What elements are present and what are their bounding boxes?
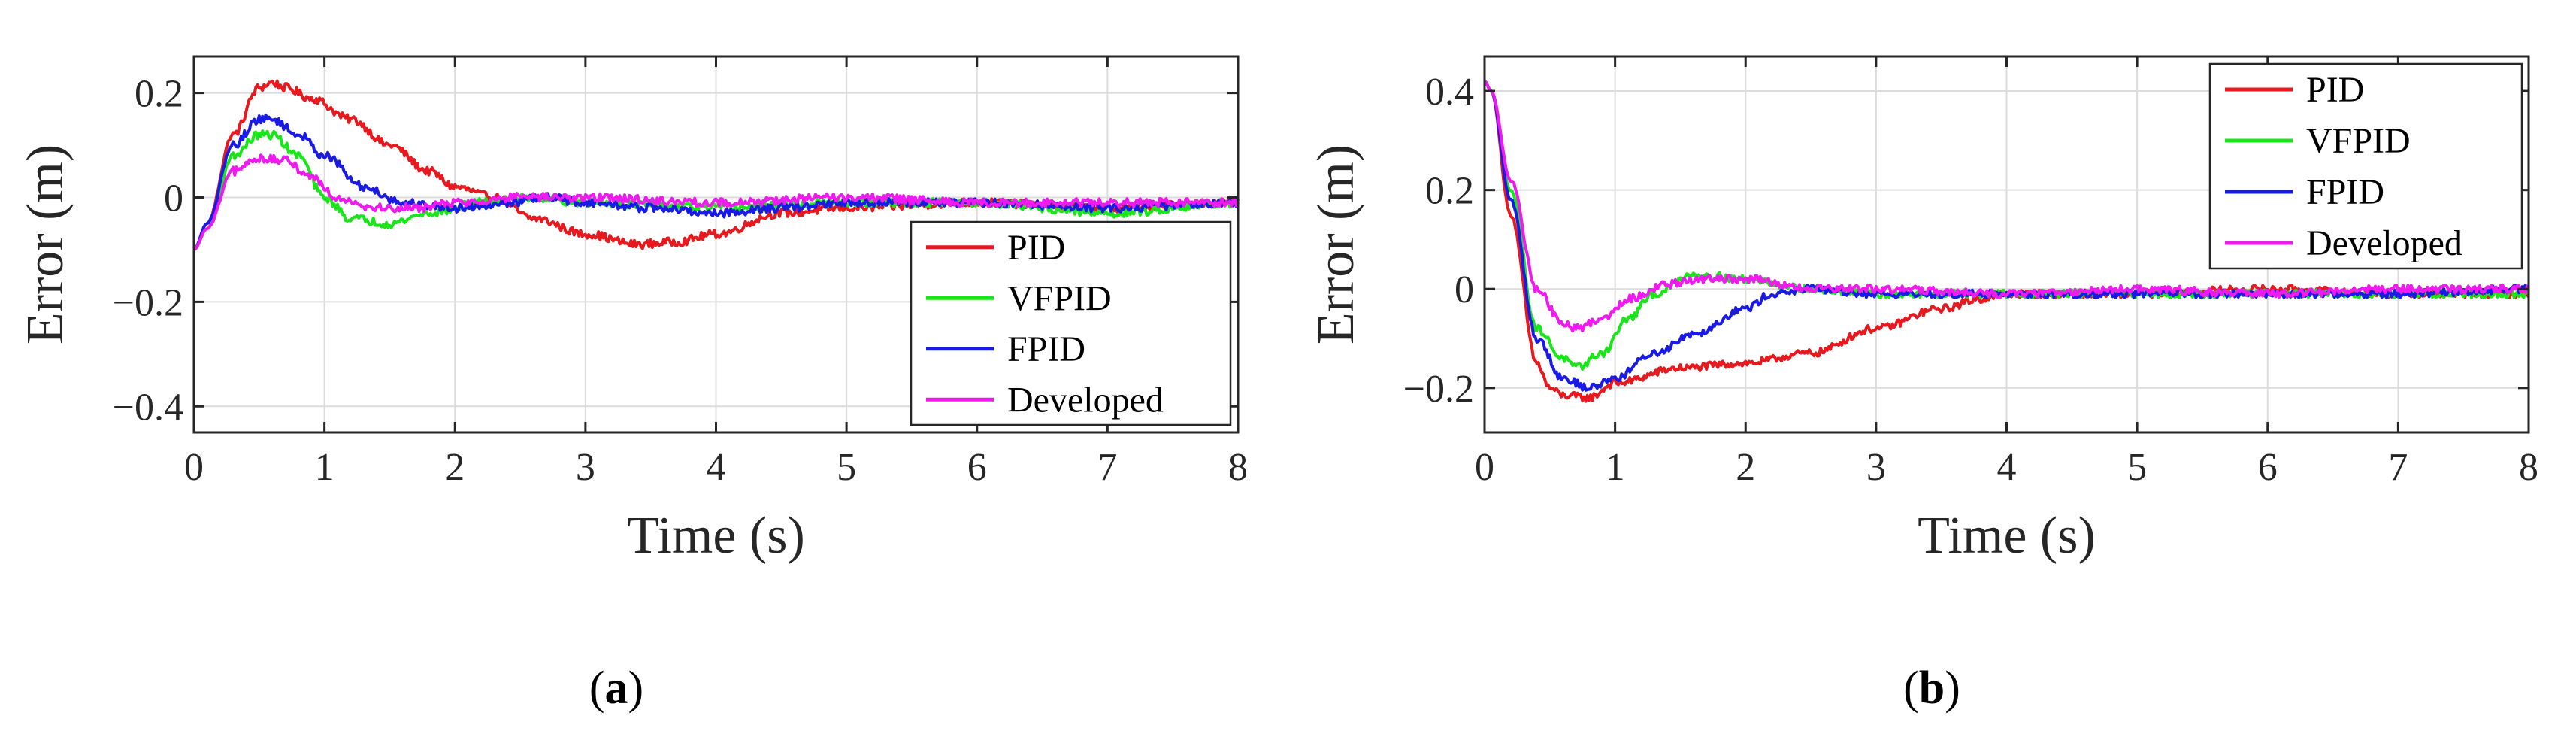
- series-line-vfpid-b: [1483, 80, 2529, 371]
- x-tick-label: 0: [184, 446, 204, 489]
- legend-b: PID VFPID FPID Developed: [2208, 62, 2523, 270]
- chart-panel-b: 0 1 2 3 4 5 6 7 8−0.200.20.4 Time (s) Error (m) …: [1307, 55, 2538, 714]
- series-line-developed-b: [1483, 80, 2529, 333]
- y-axis-label-b: Error (m): [1307, 144, 1365, 344]
- x-tick-label: 4: [1997, 446, 2017, 489]
- x-tick-label: 5: [837, 446, 856, 489]
- axis-ticks-a: 0 1 2 3 4 5 6 7 8 −0.4 −0.2 0 0.2: [113, 56, 1248, 489]
- legend-box-a: [910, 220, 1232, 426]
- x-tick-label: 1: [315, 446, 334, 489]
- y-tick-label: 0: [1454, 268, 1474, 311]
- axis-ticks-b: 0 1 2 3 4 5 6 7 8−0.200.20.4: [1403, 56, 2538, 489]
- caption-a: (a): [589, 663, 643, 714]
- x-tick-label: 3: [1866, 446, 1886, 489]
- legend-label-fpid: FPID: [2306, 172, 2384, 212]
- x-tick-label: 5: [2127, 446, 2147, 489]
- caption-b: (b): [1903, 663, 1960, 714]
- caption-a-close: ): [628, 663, 644, 714]
- x-tick-label: 0: [1475, 446, 1494, 489]
- series-line-vfpid-a: [193, 129, 1240, 251]
- series-lines-a: [192, 79, 1240, 251]
- series-lines-b: [1483, 80, 2530, 403]
- caption-b-letter: b: [1919, 663, 1945, 714]
- x-tick-label: 3: [576, 446, 595, 489]
- x-tick-label: 8: [2519, 446, 2538, 489]
- y-tick-label: 0.2: [1425, 170, 1474, 213]
- legend-label-fpid: FPID: [1007, 329, 1085, 369]
- x-axis-label-b: Time (s): [1918, 507, 2096, 565]
- caption-a-letter: a: [605, 663, 628, 714]
- x-tick-label: 7: [1097, 446, 1117, 489]
- x-tick-label: 2: [1736, 446, 1755, 489]
- chart-panel-a: 0 1 2 3 4 5 6 7 8 −0.4 −0.2 0 0.2 Time (s) Error (m)…: [17, 55, 1248, 714]
- y-tick-label: 0.4: [1425, 71, 1474, 114]
- y-tick-label: 0: [164, 177, 183, 220]
- y-axis-label-a: Error (m): [17, 144, 74, 344]
- legend-label-developed: Developed: [2306, 223, 2462, 263]
- caption-b-close: ): [1945, 663, 1960, 714]
- x-tick-label: 6: [2258, 446, 2278, 489]
- x-tick-label: 6: [967, 446, 987, 489]
- caption-b-open: (: [1903, 663, 1919, 714]
- x-tick-label: 2: [445, 446, 465, 489]
- x-axis-label-a: Time (s): [627, 507, 805, 565]
- y-tick-label: −0.2: [1403, 368, 1474, 411]
- series-line-developed-a: [193, 153, 1240, 251]
- legend-label-pid: PID: [1007, 228, 1065, 268]
- series-line-fpid-b: [1483, 80, 2530, 392]
- legend-label-vfpid: VFPID: [2306, 121, 2411, 161]
- y-tick-label: −0.4: [113, 386, 183, 429]
- legend-label-developed: Developed: [1007, 380, 1164, 420]
- x-tick-label: 7: [2388, 446, 2408, 489]
- caption-a-open: (: [589, 663, 605, 714]
- y-tick-label: −0.2: [113, 281, 183, 324]
- legend-box-b: [2208, 62, 2523, 270]
- legend-a: PID VFPID FPID Developed: [910, 220, 1232, 426]
- x-tick-label: 8: [1228, 446, 1248, 489]
- x-tick-label: 4: [707, 446, 726, 489]
- legend-label-vfpid: VFPID: [1007, 278, 1112, 318]
- x-tick-label: 1: [1606, 446, 1625, 489]
- y-tick-label: 0.2: [135, 73, 183, 116]
- legend-label-pid: PID: [2306, 70, 2364, 110]
